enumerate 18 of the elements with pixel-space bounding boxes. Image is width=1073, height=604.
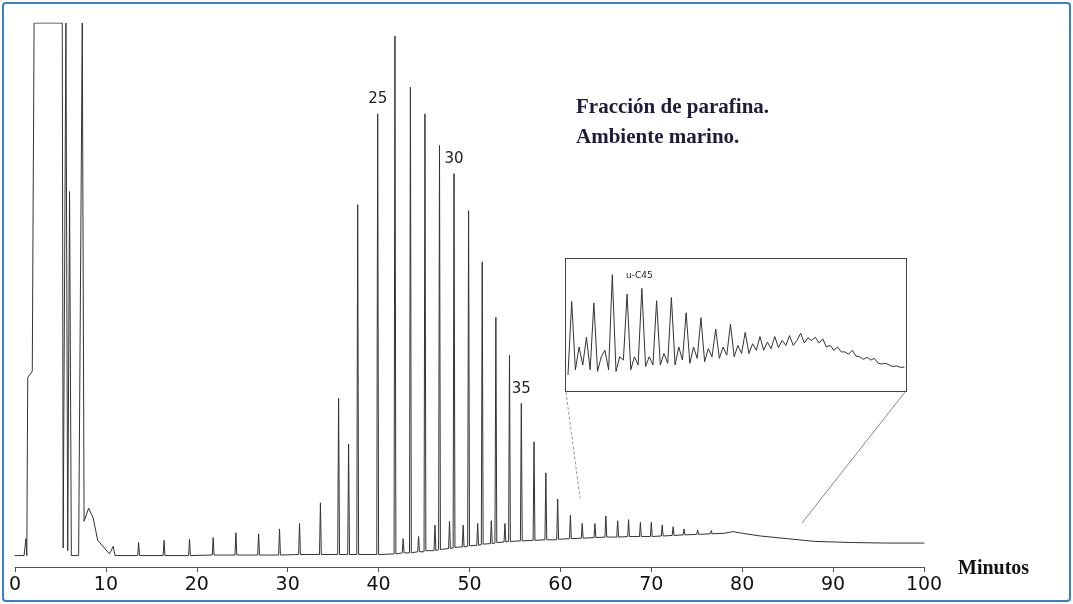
x-tick-label: 60 (548, 571, 573, 594)
x-tick-label: 80 (730, 571, 755, 594)
x-tick-label: 10 (93, 571, 118, 594)
x-tick-label: 50 (457, 571, 482, 594)
x-tick-label: 30 (275, 571, 300, 594)
x-tick-label: 20 (184, 571, 209, 594)
annotation: 35 (511, 378, 531, 397)
x-tick-label: 100 (905, 571, 943, 594)
x-axis-title: Minutos (958, 556, 1030, 578)
text: Fracción de parafina. (576, 93, 770, 118)
annotation: u-C45 (626, 269, 653, 280)
annotation: 25 (368, 89, 388, 108)
x-tick-label: 0 (8, 571, 22, 594)
text: Ambiente marino. (576, 123, 740, 148)
x-tick-label: 90 (821, 571, 846, 594)
x-tick-label: 70 (639, 571, 664, 594)
annotation: 30 (444, 149, 464, 168)
x-tick-label: 40 (366, 571, 391, 594)
